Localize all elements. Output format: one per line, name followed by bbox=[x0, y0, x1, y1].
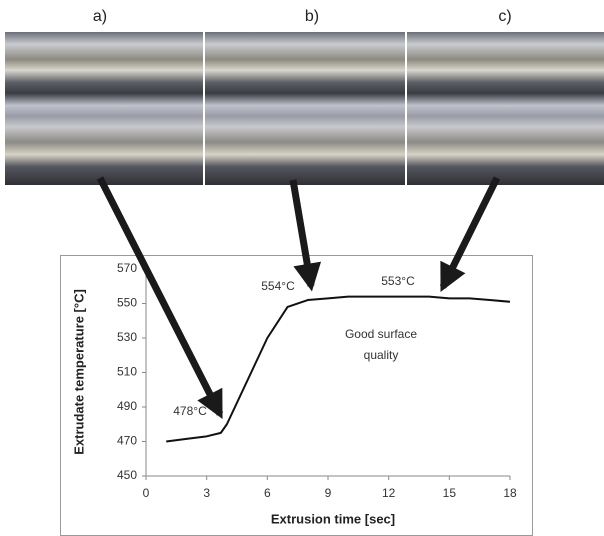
x-tick-label: 12 bbox=[382, 486, 396, 500]
y-tick-label: 550 bbox=[117, 296, 137, 310]
chart-frame bbox=[60, 255, 533, 536]
photo-a bbox=[5, 32, 203, 185]
photo-b bbox=[205, 32, 405, 185]
y-axis-label: Extrudate temperature [°C] bbox=[71, 289, 86, 455]
annotation: 478°C bbox=[173, 404, 207, 418]
panel-label: c) bbox=[498, 8, 511, 25]
data-line bbox=[166, 295, 511, 443]
annotation: Good surface bbox=[345, 327, 417, 341]
y-tick-label: 490 bbox=[117, 399, 137, 413]
arrow bbox=[439, 176, 501, 293]
annotation: 553°C bbox=[381, 274, 415, 288]
annotation: 554°C bbox=[261, 279, 295, 293]
panel-label: b) bbox=[305, 8, 319, 25]
y-tick-label: 570 bbox=[117, 261, 137, 275]
arrow bbox=[96, 176, 224, 419]
photo-c bbox=[407, 32, 604, 185]
panel-label: a) bbox=[93, 8, 107, 25]
annotation: quality bbox=[364, 348, 399, 362]
arrows bbox=[96, 176, 501, 419]
y-tick-label: 450 bbox=[117, 468, 137, 482]
arrow bbox=[289, 179, 322, 292]
x-tick-label: 0 bbox=[143, 486, 150, 500]
x-tick-label: 3 bbox=[203, 486, 210, 500]
x-tick-label: 18 bbox=[503, 486, 517, 500]
x-axis-label: Extrusion time [sec] bbox=[271, 511, 395, 526]
y-tick-label: 470 bbox=[117, 434, 137, 448]
y-tick-label: 510 bbox=[117, 365, 137, 379]
y-tick-label: 530 bbox=[117, 330, 137, 344]
x-tick-label: 15 bbox=[443, 486, 457, 500]
plot-area: 450 470 490 510 530 550 570 0 3 6 9 12 15 18 478°C 554°… bbox=[117, 261, 517, 500]
x-tick-label: 9 bbox=[325, 486, 332, 500]
x-tick-label: 6 bbox=[264, 486, 271, 500]
